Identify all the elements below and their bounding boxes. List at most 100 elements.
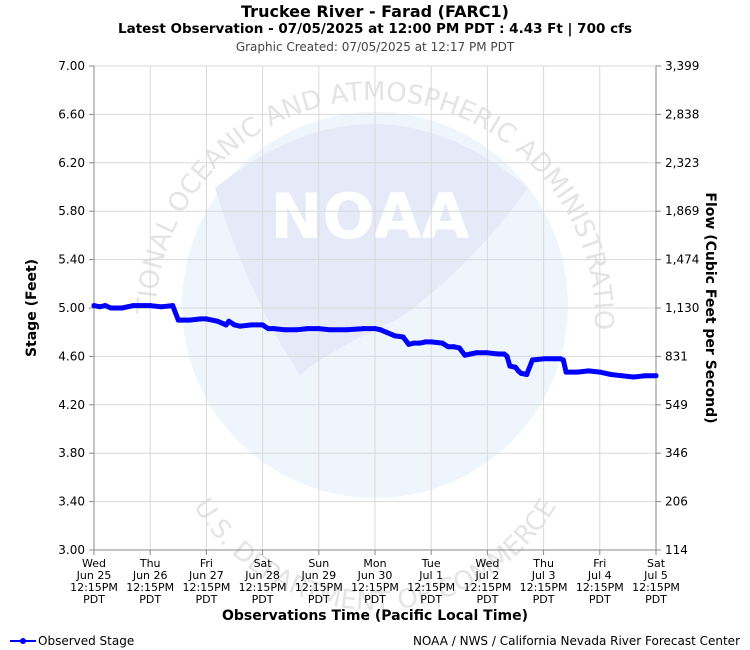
x-tick-label: PDT	[308, 593, 330, 606]
observed-stage-point	[518, 370, 524, 376]
observed-stage-point	[586, 368, 592, 374]
y2-tick-label: 1,474	[665, 253, 699, 267]
y-tick-label: 5.00	[58, 301, 85, 315]
x-tick-label: 12:15PM	[182, 581, 230, 594]
x-tick-label: Wed	[82, 557, 106, 570]
observed-stage-point	[462, 352, 468, 358]
x-tick-label: 12:15PM	[126, 581, 174, 594]
observed-stage-point	[108, 305, 114, 311]
x-tick-label: Jul 1	[418, 569, 443, 582]
observed-stage-point	[552, 356, 558, 362]
x-tick-label: 12:15PM	[463, 581, 511, 594]
x-tick-label: 12:15PM	[295, 581, 343, 594]
x-tick-label: Jul 5	[643, 569, 668, 582]
observed-stage-point	[423, 339, 429, 345]
legend-line-swatch	[10, 635, 36, 647]
observed-stage-point	[187, 317, 193, 323]
observed-stage-point	[451, 344, 457, 350]
observed-stage-point	[142, 303, 148, 309]
y2-tick-label: 549	[665, 398, 688, 412]
observed-stage-point	[119, 305, 125, 311]
x-tick-label: PDT	[645, 593, 667, 606]
observed-stage-point	[125, 304, 131, 310]
x-tick-label: Fri	[593, 557, 606, 570]
observed-stage-point	[468, 351, 474, 357]
x-tick-label: PDT	[252, 593, 274, 606]
observed-stage-point	[237, 323, 243, 329]
x-tick-label: Wed	[475, 557, 499, 570]
observed-stage-point	[158, 304, 164, 310]
y-tick-label: 3.40	[58, 495, 85, 509]
observed-stage-point	[392, 333, 398, 339]
x-tick-label: Jun 27	[188, 569, 224, 582]
x-tick-label: PDT	[533, 593, 555, 606]
chart-title: Truckee River - Farad (FARC1)	[241, 2, 509, 21]
observed-stage-point	[226, 318, 232, 324]
observed-stage-point	[496, 351, 502, 357]
x-tick-label: Jun 25	[76, 569, 112, 582]
x-tick-label: Tue	[421, 557, 441, 570]
y2-tick-label: 206	[665, 495, 688, 509]
x-tick-label: 12:15PM	[407, 581, 455, 594]
y2-tick-label: 831	[665, 349, 688, 363]
x-tick-label: 12:15PM	[576, 581, 624, 594]
x-tick-label: Jun 30	[357, 569, 393, 582]
x-tick-label: 12:15PM	[239, 581, 287, 594]
observed-stage-point	[608, 372, 614, 378]
observed-stage-point	[181, 317, 187, 323]
legend-label: Observed Stage	[38, 634, 135, 648]
observed-stage-point	[305, 326, 311, 332]
observed-stage-point	[473, 350, 479, 356]
observed-stage-point	[541, 356, 547, 362]
observed-stage-point	[456, 345, 462, 351]
x-tick-label: Jul 3	[531, 569, 556, 582]
x-tick-label: Sat	[254, 557, 273, 570]
x-tick-label: Thu	[532, 557, 554, 570]
y2-tick-label: 2,323	[665, 156, 699, 170]
y-axis-label: Stage (Feet)	[24, 259, 40, 357]
x-tick-label: Jul 4	[587, 569, 612, 582]
x-tick-label: PDT	[139, 593, 161, 606]
observed-stage-point	[411, 340, 417, 346]
x-tick-label: Jul 2	[475, 569, 500, 582]
x-tick-label: PDT	[364, 593, 386, 606]
y-tick-label: 7.00	[58, 59, 85, 73]
observed-stage-point	[327, 327, 333, 333]
observed-stage-point	[642, 373, 648, 379]
legend: Observed Stage	[10, 634, 134, 648]
y2-tick-label: 1,130	[665, 301, 699, 315]
x-tick-label: PDT	[476, 593, 498, 606]
observed-stage-point	[378, 327, 384, 333]
x-tick-label: Jun 28	[244, 569, 280, 582]
observed-stage-point	[91, 303, 97, 309]
observed-stage-point	[631, 374, 637, 380]
observed-stage-point	[563, 369, 569, 375]
y-tick-label: 4.20	[58, 398, 85, 412]
x-tick-label: Thu	[139, 557, 161, 570]
observed-stage-point	[406, 341, 412, 347]
graphic-created: Graphic Created: 07/05/2025 at 12:17 PM …	[235, 40, 515, 54]
x-axis-label: Observations Time (Pacific Local Time)	[222, 608, 528, 624]
observed-stage-point	[97, 304, 103, 310]
y-tick-label: 3.00	[58, 543, 85, 557]
observed-stage-point	[136, 303, 142, 309]
observed-stage-point	[439, 340, 445, 346]
observed-stage-point	[215, 318, 221, 324]
y2-tick-label: 1,869	[665, 204, 699, 218]
observed-stage-point	[383, 329, 389, 335]
observed-stage-point	[524, 372, 530, 378]
observed-stage-point	[529, 357, 535, 363]
observed-stage-point	[428, 339, 434, 345]
x-tick-label: Jun 26	[132, 569, 168, 582]
x-tick-label: 12:15PM	[70, 581, 118, 594]
observed-stage-point	[316, 326, 322, 332]
x-tick-label: PDT	[420, 593, 442, 606]
y2-tick-label: 2,838	[665, 107, 699, 121]
observed-stage-point	[484, 350, 490, 356]
grid-lines	[93, 65, 657, 551]
observed-stage-point	[513, 364, 518, 370]
y2-tick-label: 114	[665, 543, 688, 557]
observed-stage-point	[293, 327, 299, 333]
x-tick-label: Mon	[363, 557, 386, 570]
observed-stage-point	[560, 357, 566, 363]
